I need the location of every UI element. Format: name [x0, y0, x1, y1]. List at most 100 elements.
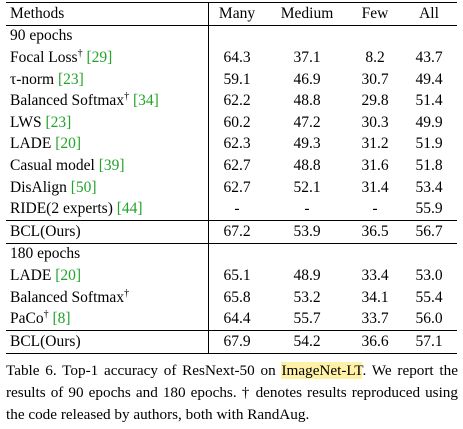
method-cell: PaCo† [8] — [6, 308, 209, 330]
value-all: 53.4 — [415, 178, 443, 196]
table-row: Balanced Softmax† 65.8 53.2 34.1 55.4 — [6, 286, 457, 309]
citation-number: 20 — [60, 266, 76, 284]
header-all: All — [401, 2, 457, 26]
table-row: Casual model [39] 62.7 48.8 31.6 51.8 — [6, 155, 457, 177]
value-medium: 37.1 — [293, 48, 321, 66]
method-cell: Casual model [39] — [6, 155, 209, 177]
value-all: 49.9 — [415, 113, 443, 131]
value-many: 59.1 — [208, 68, 265, 91]
value-many: 65.8 — [208, 286, 265, 309]
citation-link[interactable]: [50] — [70, 178, 97, 196]
value-few: 30.3 — [361, 113, 389, 131]
value-all: 43.7 — [415, 48, 443, 66]
empty-cell — [401, 25, 457, 47]
ours-value-medium: 54.2 — [265, 329, 349, 354]
value-medium: 47.2 — [293, 113, 321, 131]
value-many: 62.2 — [208, 90, 265, 112]
dagger-mark: † — [124, 287, 130, 299]
value-medium: 53.2 — [293, 288, 321, 306]
value-few: 30.7 — [361, 70, 389, 88]
method-cell: Focal Loss† [29] — [6, 47, 209, 69]
value-few: 8.2 — [365, 48, 385, 66]
results-table: Methods Many Medium Few All 90 epochs Foc… — [6, 2, 457, 354]
method-name: LADE — [10, 135, 52, 153]
value-medium: 49.3 — [293, 135, 321, 153]
citation-link[interactable]: [29] — [86, 48, 113, 66]
citation-link[interactable]: [23] — [57, 70, 84, 88]
empty-cell — [265, 242, 349, 266]
value-all: 55.9 — [415, 200, 443, 218]
value-medium: 48.8 — [293, 156, 321, 174]
group-label-row: 180 epochs — [6, 242, 457, 266]
method-cell: Balanced Softmax† — [6, 287, 209, 309]
table-row: PaCo† [8] 64.4 55.7 33.7 56.0 — [6, 308, 457, 331]
value-medium: 48.9 — [293, 266, 321, 284]
method-name: DisAlign — [10, 178, 67, 196]
value-all: 51.9 — [415, 135, 443, 153]
citation-number: 23 — [50, 113, 67, 131]
value-medium: 52.1 — [293, 178, 321, 196]
ours-value-medium: 53.9 — [265, 219, 349, 244]
header-many: Many — [208, 2, 265, 26]
value-many: 62.7 — [208, 176, 265, 199]
method-name: Balanced Softmax — [10, 92, 125, 110]
citation-number: 20 — [60, 135, 76, 153]
table-caption: Table 6. Top-1 accuracy of ResNext-50 on… — [6, 360, 458, 426]
method-cell: τ-norm [23] — [6, 69, 209, 91]
method-name: PaCo — [10, 310, 44, 328]
table-row: DisAlign [50] 62.7 52.1 31.4 53.4 — [6, 176, 457, 199]
value-few: 31.6 — [361, 156, 389, 174]
citation-link[interactable]: [8] — [52, 310, 71, 328]
table-row: Focal Loss† [29] 64.3 37.1 8.2 43.7 — [6, 47, 457, 69]
citation-number: 29 — [91, 48, 108, 66]
value-medium: 55.7 — [293, 310, 321, 328]
value-many: 62.3 — [208, 133, 265, 156]
value-many: 60.2 — [208, 111, 265, 134]
table-row: RIDE(2 experts) [44] - - -55.9 — [6, 198, 457, 221]
citation-link[interactable]: [34] — [132, 92, 159, 110]
method-cell: LADE [20] — [6, 265, 209, 287]
value-few: 31.2 — [361, 135, 389, 153]
method-cell: Balanced Softmax† [34] — [6, 90, 209, 112]
dagger-mark: † — [124, 91, 130, 103]
ours-name: BCL(Ours) — [6, 219, 209, 244]
citation-link[interactable]: [20] — [55, 266, 82, 284]
table-row: τ-norm [23] 59.1 46.9 30.7 49.4 — [6, 68, 457, 91]
method-cell: DisAlign [50] — [6, 177, 209, 199]
empty-cell — [208, 25, 265, 48]
ours-value-many: 67.9 — [208, 329, 265, 354]
citation-link[interactable]: [20] — [55, 135, 82, 153]
citation-link[interactable]: [23] — [45, 113, 72, 131]
value-all: 49.4 — [415, 70, 443, 88]
caption-suffix: . We report the results of 90 epochs and… — [6, 362, 458, 423]
method-name: LADE — [10, 266, 52, 284]
value-many: - — [208, 198, 265, 221]
header-medium: Medium — [265, 2, 349, 26]
value-few: 33.7 — [361, 310, 389, 328]
citation-number: 23 — [63, 70, 79, 88]
value-medium: 46.9 — [293, 70, 321, 88]
empty-cell — [349, 242, 401, 266]
value-medium: - — [304, 200, 310, 218]
empty-cell — [265, 25, 349, 47]
table-row: LADE [20] 65.1 48.9 33.4 53.0 — [6, 265, 457, 287]
value-medium: 48.8 — [293, 92, 321, 110]
dagger-mark: † — [77, 47, 83, 59]
method-cell: LADE [20] — [6, 134, 209, 156]
citation-link[interactable]: [39] — [98, 156, 125, 174]
table-body: 90 epochs Focal Loss† [29] 64.3 37.1 8.2 43.7… — [6, 25, 457, 354]
value-many: 65.1 — [208, 265, 265, 287]
group-label: 90 epochs — [10, 27, 73, 45]
citation-number: 39 — [103, 156, 120, 174]
method-cell: LWS [23] — [6, 112, 209, 134]
empty-cell — [401, 242, 457, 266]
empty-cell — [208, 242, 265, 266]
value-all: 56.0 — [415, 310, 443, 328]
value-few: 29.8 — [361, 92, 389, 110]
ours-name: BCL(Ours) — [6, 329, 209, 354]
empty-cell — [349, 25, 401, 47]
ours-value-all: 56.7 — [401, 219, 457, 244]
method-name: RIDE(2 experts) — [10, 200, 113, 218]
citation-link[interactable]: [44] — [116, 200, 143, 218]
